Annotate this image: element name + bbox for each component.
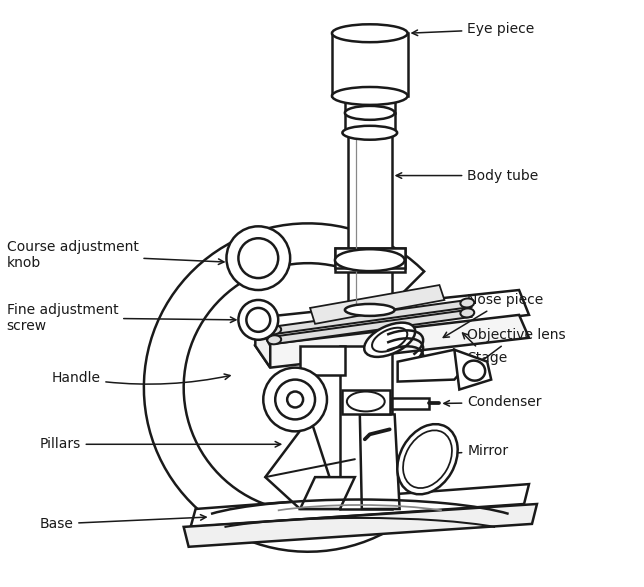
Ellipse shape — [332, 87, 408, 105]
Ellipse shape — [343, 126, 397, 140]
Polygon shape — [455, 350, 491, 390]
Circle shape — [247, 308, 270, 332]
Text: Objective lens: Objective lens — [468, 328, 566, 369]
Circle shape — [238, 300, 278, 340]
Polygon shape — [272, 310, 471, 344]
Polygon shape — [335, 248, 404, 272]
Ellipse shape — [365, 323, 415, 357]
Text: Pillars: Pillars — [39, 437, 281, 451]
Ellipse shape — [345, 304, 395, 316]
Polygon shape — [340, 346, 392, 509]
Polygon shape — [265, 417, 340, 509]
Circle shape — [275, 380, 315, 419]
Polygon shape — [348, 133, 392, 310]
Ellipse shape — [464, 360, 485, 380]
Text: Base: Base — [39, 515, 206, 531]
Text: Fine adjustment
screw: Fine adjustment screw — [6, 303, 236, 333]
Polygon shape — [360, 414, 400, 509]
Circle shape — [287, 392, 303, 407]
Polygon shape — [255, 318, 270, 367]
Text: Stage: Stage — [462, 333, 507, 365]
Polygon shape — [272, 300, 471, 334]
Polygon shape — [345, 96, 395, 113]
Ellipse shape — [460, 308, 474, 318]
Ellipse shape — [267, 335, 281, 345]
Text: Mirror: Mirror — [436, 444, 508, 458]
Text: Condenser: Condenser — [444, 396, 542, 410]
Circle shape — [227, 227, 290, 290]
Text: Nose piece: Nose piece — [443, 293, 544, 338]
Ellipse shape — [347, 392, 384, 411]
Polygon shape — [255, 315, 529, 367]
Ellipse shape — [332, 24, 408, 42]
Polygon shape — [191, 484, 529, 527]
Text: Handle: Handle — [52, 370, 230, 384]
Ellipse shape — [345, 106, 395, 120]
Ellipse shape — [267, 325, 281, 335]
Polygon shape — [184, 504, 537, 547]
Ellipse shape — [397, 424, 458, 494]
Ellipse shape — [403, 430, 452, 488]
Circle shape — [263, 367, 327, 431]
Ellipse shape — [335, 249, 404, 271]
Text: Eye piece: Eye piece — [412, 22, 535, 36]
Polygon shape — [144, 224, 424, 552]
Polygon shape — [392, 397, 430, 410]
Circle shape — [238, 238, 278, 278]
Polygon shape — [310, 285, 444, 324]
Polygon shape — [345, 113, 395, 133]
Polygon shape — [332, 33, 408, 96]
Text: Body tube: Body tube — [396, 168, 538, 183]
Polygon shape — [300, 346, 345, 375]
Polygon shape — [397, 350, 468, 382]
Text: Course adjustment
knob: Course adjustment knob — [6, 240, 224, 270]
Ellipse shape — [460, 298, 474, 308]
Polygon shape — [300, 477, 355, 509]
Polygon shape — [255, 290, 529, 346]
Ellipse shape — [372, 328, 407, 352]
Polygon shape — [335, 248, 404, 268]
Polygon shape — [342, 390, 390, 414]
